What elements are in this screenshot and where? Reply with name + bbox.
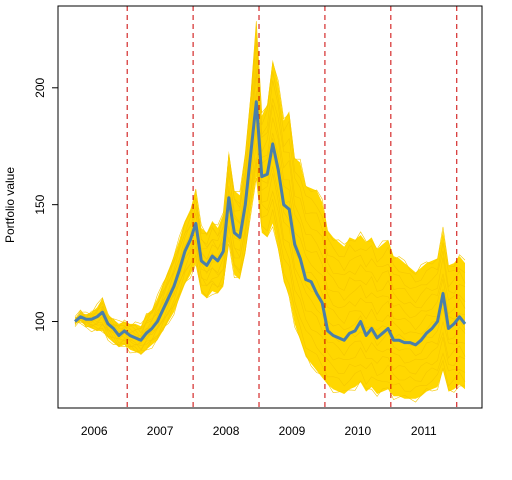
- y-tick-label: 200: [33, 77, 47, 97]
- y-axis-title: Portfolio value: [3, 167, 17, 243]
- x-tick-label: 2007: [147, 424, 174, 438]
- x-tick-label: 2011: [411, 424, 437, 438]
- plot-frame: [57, 5, 483, 409]
- portfolio-value-line: [74, 100, 467, 347]
- simulation-path: [74, 68, 466, 337]
- y-axis: 100 150 200: [33, 77, 58, 332]
- x-tick-label: 2010: [345, 424, 372, 438]
- simulation-path: [74, 130, 466, 364]
- simulation-path: [74, 56, 466, 334]
- simulation-path: [74, 157, 466, 382]
- y-tick-label: 100: [33, 311, 47, 331]
- simulation-path: [74, 162, 466, 393]
- simulation-path: [74, 142, 466, 375]
- x-axis: 2006 2007 2008 2009 2010 2011: [81, 424, 437, 438]
- simulation-path: [74, 21, 466, 328]
- year-boundaries: [126, 6, 458, 408]
- y-tick-label: 150: [33, 194, 47, 214]
- x-tick-label: 2008: [213, 424, 240, 438]
- simulation-path: [74, 41, 466, 334]
- simulation-band: [74, 21, 466, 403]
- simulation-path: [74, 36, 466, 330]
- main-series: [74, 100, 467, 347]
- x-tick-label: 2009: [279, 424, 306, 438]
- x-tick-label: 2006: [81, 424, 108, 438]
